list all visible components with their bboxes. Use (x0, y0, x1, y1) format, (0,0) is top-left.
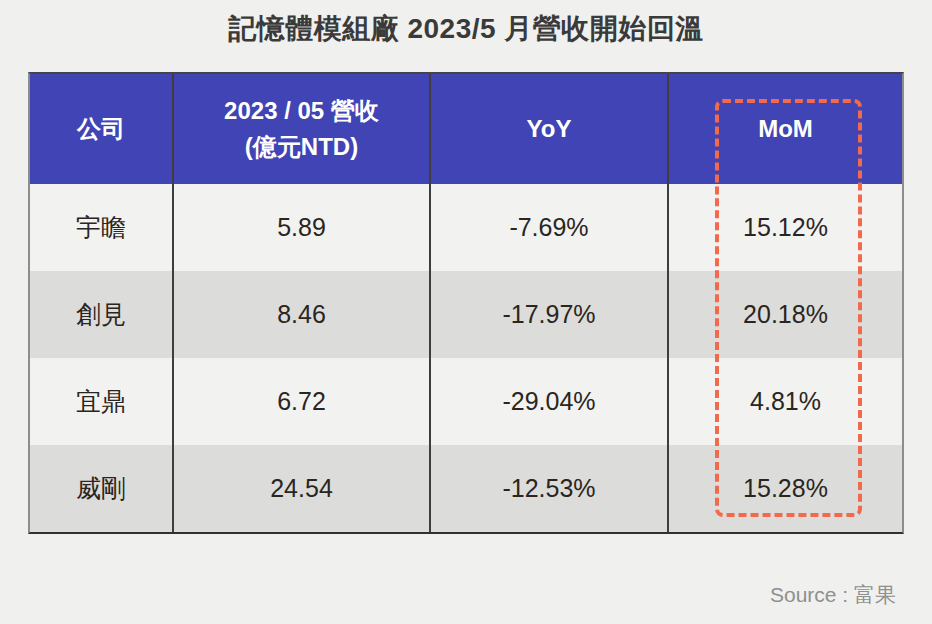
header-label-yoy: YoY (527, 111, 572, 147)
table-cell-mom: 4.81% (667, 358, 902, 445)
header-label-revenue-line1: 2023 / 05 營收 (224, 93, 379, 129)
table-cell-company: 創見 (30, 271, 172, 358)
table-cell-yoy: -29.04% (429, 358, 667, 445)
header-label-revenue-line2: (億元NTD) (245, 129, 358, 165)
table-cell-company: 威剛 (30, 445, 172, 532)
table-cell-revenue: 5.89 (172, 184, 429, 271)
header-cell-company: 公司 (30, 74, 172, 184)
table-cell-revenue: 6.72 (172, 358, 429, 445)
revenue-table: 公司 2023 / 05 營收 (億元NTD) YoY MoM 宇瞻 5.89 … (28, 72, 904, 534)
table-cell-yoy: -17.97% (429, 271, 667, 358)
table-cell-revenue: 24.54 (172, 445, 429, 532)
header-label-mom: MoM (758, 111, 813, 147)
table-cell-mom: 15.28% (667, 445, 902, 532)
table-cell-company: 宇瞻 (30, 184, 172, 271)
table-cell-yoy: -12.53% (429, 445, 667, 532)
header-label-company: 公司 (77, 111, 125, 147)
source-credit: Source : 富果 (770, 581, 896, 609)
table-cell-mom: 15.12% (667, 184, 902, 271)
header-cell-mom: MoM (667, 74, 902, 184)
table-cell-company: 宜鼎 (30, 358, 172, 445)
header-cell-yoy: YoY (429, 74, 667, 184)
page-title: 記憶體模組廠 2023/5 月營收開始回溫 (0, 10, 932, 48)
table-cell-mom: 20.18% (667, 271, 902, 358)
table-cell-revenue: 8.46 (172, 271, 429, 358)
header-cell-revenue: 2023 / 05 營收 (億元NTD) (172, 74, 429, 184)
table-cell-yoy: -7.69% (429, 184, 667, 271)
